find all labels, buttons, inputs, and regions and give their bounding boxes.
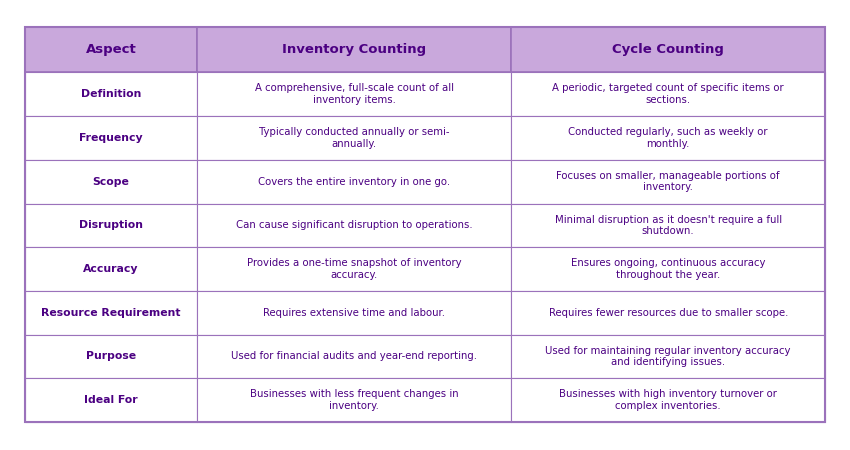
Text: Purpose: Purpose — [86, 351, 136, 361]
Text: Accuracy: Accuracy — [83, 264, 139, 274]
Text: Used for financial audits and year-end reporting.: Used for financial audits and year-end r… — [231, 351, 477, 361]
Text: Businesses with high inventory turnover or
complex inventories.: Businesses with high inventory turnover … — [559, 389, 777, 411]
Bar — [512, 291, 825, 335]
Bar — [197, 27, 512, 72]
Text: Requires fewer resources due to smaller scope.: Requires fewer resources due to smaller … — [548, 308, 788, 318]
Text: Ensures ongoing, continuous accuracy
throughout the year.: Ensures ongoing, continuous accuracy thr… — [571, 258, 766, 280]
Bar — [25, 72, 197, 116]
Text: Conducted regularly, such as weekly or
monthly.: Conducted regularly, such as weekly or m… — [569, 127, 768, 149]
Text: Inventory Counting: Inventory Counting — [282, 43, 426, 56]
Text: Typically conducted annually or semi-
annually.: Typically conducted annually or semi- an… — [259, 127, 450, 149]
Bar — [512, 72, 825, 116]
Bar — [197, 291, 512, 335]
Bar — [512, 247, 825, 291]
Bar — [512, 27, 825, 72]
Text: A comprehensive, full-scale count of all
inventory items.: A comprehensive, full-scale count of all… — [255, 83, 454, 105]
Bar — [512, 116, 825, 160]
Text: Used for maintaining regular inventory accuracy
and identifying issues.: Used for maintaining regular inventory a… — [546, 346, 791, 367]
Bar — [197, 72, 512, 116]
Text: Businesses with less frequent changes in
inventory.: Businesses with less frequent changes in… — [250, 389, 458, 411]
Bar — [512, 160, 825, 203]
Text: Focuses on smaller, manageable portions of
inventory.: Focuses on smaller, manageable portions … — [557, 171, 780, 193]
Bar — [25, 203, 197, 247]
Text: Frequency: Frequency — [79, 133, 143, 143]
Bar — [197, 247, 512, 291]
Bar — [197, 335, 512, 378]
Text: Provides a one-time snapshot of inventory
accuracy.: Provides a one-time snapshot of inventor… — [246, 258, 462, 280]
Bar — [25, 378, 197, 422]
Text: Requires extensive time and labour.: Requires extensive time and labour. — [264, 308, 445, 318]
Text: Can cause significant disruption to operations.: Can cause significant disruption to oper… — [236, 220, 473, 230]
Bar — [25, 116, 197, 160]
Bar — [25, 335, 197, 378]
Text: A periodic, targeted count of specific items or
sections.: A periodic, targeted count of specific i… — [552, 83, 784, 105]
Text: Ideal For: Ideal For — [84, 395, 138, 405]
Text: Scope: Scope — [93, 177, 129, 187]
Text: Covers the entire inventory in one go.: Covers the entire inventory in one go. — [258, 177, 450, 187]
Bar — [25, 27, 197, 72]
Bar — [25, 247, 197, 291]
Bar — [25, 291, 197, 335]
Bar — [197, 378, 512, 422]
Bar — [197, 160, 512, 203]
Bar — [25, 27, 825, 422]
Bar — [197, 203, 512, 247]
Bar — [512, 335, 825, 378]
Text: Cycle Counting: Cycle Counting — [612, 43, 724, 56]
Text: Aspect: Aspect — [86, 43, 136, 56]
Bar — [512, 203, 825, 247]
Bar — [512, 378, 825, 422]
Text: Minimal disruption as it doesn't require a full
shutdown.: Minimal disruption as it doesn't require… — [555, 215, 782, 236]
Text: Disruption: Disruption — [79, 220, 143, 230]
Bar — [197, 116, 512, 160]
Text: Resource Requirement: Resource Requirement — [42, 308, 181, 318]
Bar — [25, 160, 197, 203]
Text: Definition: Definition — [81, 89, 141, 99]
